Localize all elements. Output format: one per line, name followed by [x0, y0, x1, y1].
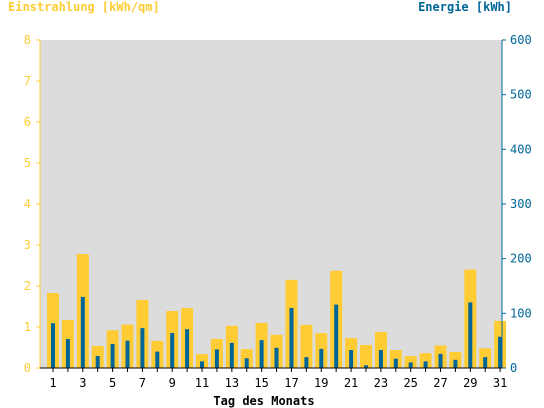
energy-bar-day-14: [244, 358, 249, 368]
right-tick-label: 200: [510, 252, 532, 266]
left-tick-label: 0: [24, 361, 31, 375]
energy-bar-day-31: [498, 336, 503, 368]
energy-bar-day-5: [110, 343, 115, 368]
x-axis-title: Tag des Monats: [213, 394, 314, 408]
x-tick-label: 27: [433, 376, 447, 390]
irradiation-bar-day-26: [419, 353, 432, 368]
left-tick-label: 7: [24, 74, 31, 88]
left-tick-label: 1: [24, 320, 31, 334]
energy-bar-day-11: [200, 361, 204, 368]
irradiation-bar-day-11: [196, 354, 208, 368]
x-tick-label: 1: [49, 376, 56, 390]
x-axis-ticks: 1 3 5 7 9 11 13 15 17 19 21 23 25 27 29 31: [49, 368, 507, 390]
x-tick-label: 17: [284, 376, 298, 390]
x-tick-label: 11: [195, 376, 209, 390]
x-tick-label: 13: [225, 376, 239, 390]
energy-bar-day-21: [349, 350, 354, 368]
energy-bar-day-7: [140, 328, 145, 368]
irradiation-bar-day-18: [300, 324, 313, 368]
x-tick-label: 31: [493, 376, 507, 390]
left-tick-label: 6: [24, 115, 31, 129]
bars-layer: [47, 254, 507, 368]
x-tick-label: 15: [254, 376, 268, 390]
right-tick-label: 0: [510, 361, 517, 375]
energy-bar-day-9: [170, 333, 175, 368]
x-tick-label: 21: [344, 376, 358, 390]
plot-area: [40, 40, 502, 368]
left-tick-label: 4: [24, 197, 31, 211]
x-tick-label: 23: [374, 376, 388, 390]
energy-bar-day-29: [468, 302, 473, 368]
energy-bar-day-30: [483, 357, 488, 368]
left-tick-label: 3: [24, 238, 31, 252]
energy-bar-day-6: [125, 340, 130, 368]
energy-bar-day-20: [334, 304, 339, 368]
x-tick-label: 5: [109, 376, 116, 390]
energy-bar-day-25: [408, 362, 413, 368]
energy-bar-day-16: [274, 347, 279, 368]
energy-bar-day-18: [304, 357, 309, 368]
left-axis-title: Einstrahlung [kWh/qm]: [8, 0, 160, 14]
x-tick-label: 7: [139, 376, 146, 390]
irradiation-bar-day-23: [374, 331, 387, 368]
x-tick-label: 25: [403, 376, 417, 390]
irradiation-bar-day-25: [404, 356, 417, 368]
energy-bar-day-1: [51, 323, 55, 368]
left-tick-label: 8: [24, 33, 31, 47]
energy-bar-day-23: [378, 350, 383, 368]
x-tick-label: 9: [169, 376, 176, 390]
x-tick-label: 19: [314, 376, 328, 390]
energy-bar-day-10: [185, 329, 190, 368]
energy-bar-day-3: [80, 296, 85, 368]
x-tick-label: 3: [79, 376, 86, 390]
energy-bar-day-2: [65, 339, 70, 368]
right-tick-label: 400: [510, 142, 532, 156]
energy-bar-day-24: [393, 358, 398, 368]
right-tick-label: 500: [510, 88, 532, 102]
left-tick-label: 5: [24, 156, 31, 170]
right-tick-label: 600: [510, 33, 532, 47]
right-axis-ticks: 0 100 200 300 400 500 600: [502, 33, 532, 375]
energy-bar-day-22: [364, 365, 368, 368]
energy-bar-day-27: [438, 353, 443, 368]
energy-bar-day-28: [453, 359, 458, 368]
energy-bar-day-12: [214, 349, 219, 368]
energy-bar-day-17: [289, 307, 294, 368]
x-tick-label: 29: [463, 376, 477, 390]
energy-bar-day-4: [95, 356, 100, 368]
energy-bar-day-13: [229, 342, 234, 368]
energy-bar-day-8: [155, 351, 160, 368]
left-tick-label: 2: [24, 279, 31, 293]
energy-bar-day-15: [259, 340, 264, 368]
energy-bar-day-19: [319, 348, 324, 368]
right-tick-label: 100: [510, 306, 532, 320]
right-axis-title: Energie [kWh]: [418, 0, 512, 14]
right-tick-label: 300: [510, 197, 532, 211]
left-axis-ticks: 0 1 2 3 4 5 6 7 8: [24, 33, 40, 375]
irradiation-bar-day-22: [360, 345, 372, 368]
energy-bar-day-26: [423, 361, 428, 368]
